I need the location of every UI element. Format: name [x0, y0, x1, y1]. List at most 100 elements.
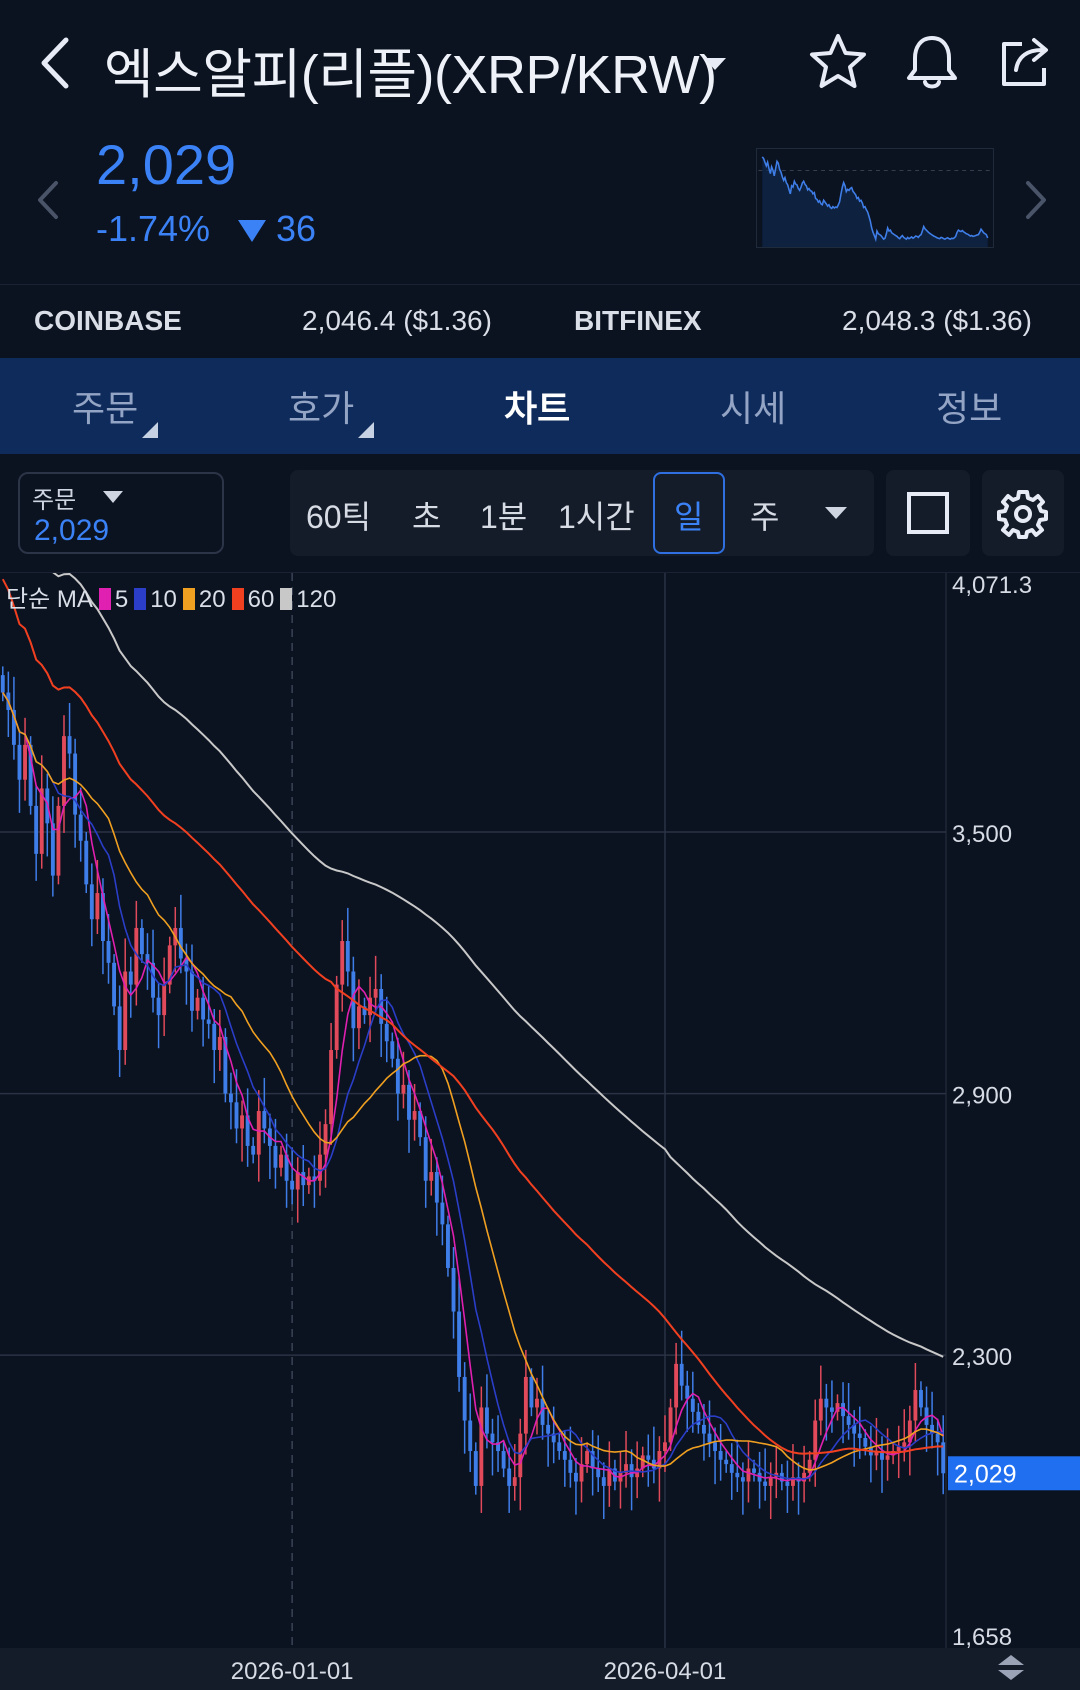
candle-body	[318, 1154, 322, 1181]
candle-body	[663, 1442, 667, 1452]
exchange-value-coinbase: 2,046.4 ($1.36)	[302, 305, 492, 336]
interval-active-frame	[653, 472, 725, 554]
current-price-label: 2,029	[954, 1460, 1017, 1488]
ma-legend: 단순 MA 5 10 20 60 120	[6, 579, 336, 614]
candle-body	[457, 1311, 462, 1377]
candle-body	[123, 971, 128, 1050]
candle-body	[874, 1451, 879, 1456]
candle-body	[763, 1481, 768, 1486]
candle-body	[251, 1145, 256, 1155]
dropdown-icon[interactable]	[700, 52, 730, 76]
candle-body	[612, 1468, 617, 1482]
order-box-value: 2,029	[34, 514, 110, 547]
tab-order[interactable]: 주문	[72, 388, 139, 429]
candle-body	[535, 1398, 539, 1408]
candle-body	[39, 788, 44, 854]
ma10-swatch	[134, 588, 147, 610]
candle-body	[690, 1398, 695, 1412]
tab-orderbook[interactable]: 호가	[288, 388, 355, 429]
interval-week[interactable]: 주	[750, 499, 780, 535]
layout-toggle-button[interactable]	[886, 470, 970, 556]
candle-body	[518, 1433, 523, 1478]
candle-body	[162, 984, 167, 1016]
main-tabs: 주문 호가 차트 시세 정보	[0, 358, 1080, 454]
candle-body	[356, 1006, 361, 1029]
candle-body	[740, 1477, 745, 1482]
ma20-label: 20	[198, 586, 226, 613]
candle-body	[240, 1115, 245, 1129]
mini-price-chart[interactable]	[756, 148, 994, 248]
candle-body	[562, 1451, 567, 1460]
back-icon[interactable]	[30, 28, 84, 98]
ma5-swatch	[98, 588, 111, 610]
ma10-line	[2, 692, 944, 1480]
dropdown-icon[interactable]	[102, 490, 124, 504]
candle-body	[245, 1115, 250, 1146]
corner-indicator-icon	[142, 422, 158, 438]
candle-body	[34, 805, 39, 854]
corner-indicator-icon	[358, 422, 374, 438]
candle-body	[935, 1433, 940, 1443]
candle-body	[930, 1424, 935, 1434]
candle-body	[73, 753, 78, 815]
candle-body	[28, 744, 33, 806]
ma10-label: 10	[150, 586, 177, 613]
candle-body	[746, 1468, 751, 1482]
tab-quotes[interactable]: 시세	[720, 388, 787, 429]
candle-body	[724, 1459, 729, 1465]
candle-body	[256, 1111, 261, 1155]
interval-1hour[interactable]: 1시간	[558, 499, 635, 535]
exchange-prices: COINBASE 2,046.4 ($1.36) BITFINEX 2,048.…	[0, 284, 1080, 358]
candle-body	[496, 1442, 500, 1452]
interval-day[interactable]: 일	[674, 499, 704, 535]
candle-body	[340, 941, 345, 985]
candle-body	[201, 997, 206, 1020]
candle-body	[829, 1407, 834, 1412]
candle-body	[390, 1041, 395, 1059]
candle-body	[434, 1172, 439, 1203]
candle-body	[919, 1390, 923, 1408]
tab-info[interactable]: 정보	[936, 388, 1003, 429]
interval-60tick[interactable]: 60틱	[306, 499, 372, 535]
bell-icon[interactable]	[900, 30, 964, 94]
candle-body	[902, 1442, 907, 1447]
candle-body	[228, 1093, 233, 1103]
candle-body	[56, 805, 61, 876]
chevron-right-icon[interactable]	[1018, 175, 1054, 225]
candle-body	[818, 1398, 823, 1421]
candle-body	[512, 1477, 517, 1486]
order-quick-box[interactable]: 주문 2,029	[18, 472, 224, 554]
candle-body	[334, 984, 339, 1050]
candle-body	[557, 1442, 562, 1452]
candle-body	[607, 1468, 612, 1486]
candle-body	[440, 1202, 445, 1225]
star-icon[interactable]	[806, 30, 870, 94]
tab-chart[interactable]: 차트	[504, 388, 571, 429]
candle-body	[368, 997, 373, 1016]
candle-body	[507, 1468, 512, 1486]
square-icon	[907, 492, 949, 534]
chevron-down-icon[interactable]	[824, 506, 848, 520]
price-chart[interactable]: 4,071.3 3,500 2,900 2,300 1,658 2,029 2026-01-…	[0, 572, 1080, 1690]
candlestick-chart[interactable]: 4,071.3 3,500 2,900 2,300 1,658 2,029 2026-01-…	[0, 573, 1080, 1690]
candle-body	[384, 1023, 389, 1042]
candle-body	[540, 1398, 545, 1425]
candle-body	[95, 893, 100, 920]
candle-body	[329, 1049, 334, 1125]
candle-body	[523, 1376, 528, 1434]
y-tick-label: 1,658	[952, 1624, 1012, 1651]
interval-second[interactable]: 초	[412, 499, 442, 535]
chevron-left-icon[interactable]	[30, 175, 66, 225]
candle-body	[295, 1172, 300, 1190]
gear-icon	[997, 490, 1048, 539]
share-icon[interactable]	[994, 30, 1058, 94]
settings-button[interactable]	[982, 470, 1064, 556]
candle-body	[234, 1102, 239, 1129]
interval-1min[interactable]: 1분	[480, 499, 528, 535]
page-title[interactable]: 엑스알피(리플)(XRP/KRW)	[104, 45, 717, 105]
candle-body	[0, 675, 5, 693]
candle-body	[195, 997, 200, 1011]
candle-body	[106, 941, 111, 963]
spark-line	[761, 156, 989, 243]
order-box-label: 주문	[32, 487, 77, 514]
